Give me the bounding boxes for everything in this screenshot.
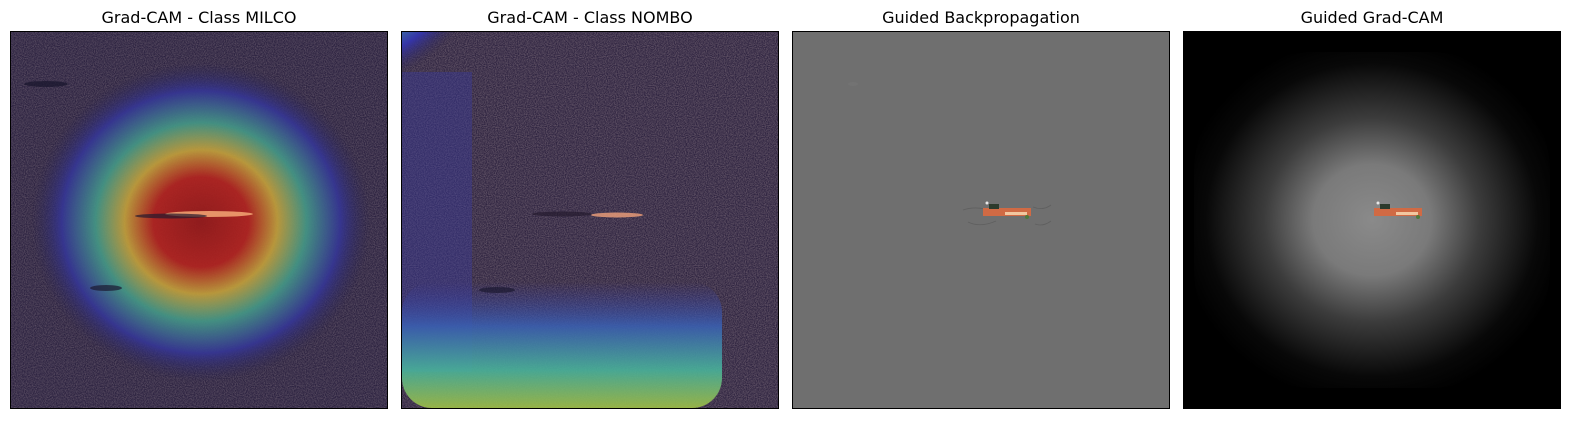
guided-backprop-image [792,31,1170,409]
panel-title: Grad-CAM - Class MILCO [101,8,297,27]
panel-guided-backprop: Guided Backpropagation [792,0,1170,423]
gradcam-nombo-heatmap [402,32,778,408]
gradcam-milco-image [10,31,388,409]
gradcam-milco-heatmap [11,32,387,408]
guided-gradcam-map [1184,32,1560,408]
guided-gradcam-image [1183,31,1561,409]
gradcam-nombo-image [401,31,779,409]
panel-title: Guided Backpropagation [882,8,1080,27]
panel-title: Guided Grad-CAM [1300,8,1444,27]
panel-gradcam-nombo: Grad-CAM - Class NOMBO [401,0,779,423]
panel-gradcam-milco: Grad-CAM - Class MILCO [10,0,388,423]
panel-title: Grad-CAM - Class NOMBO [487,8,693,27]
guided-backprop-map [793,32,1169,408]
panel-guided-gradcam: Guided Grad-CAM [1183,0,1561,423]
